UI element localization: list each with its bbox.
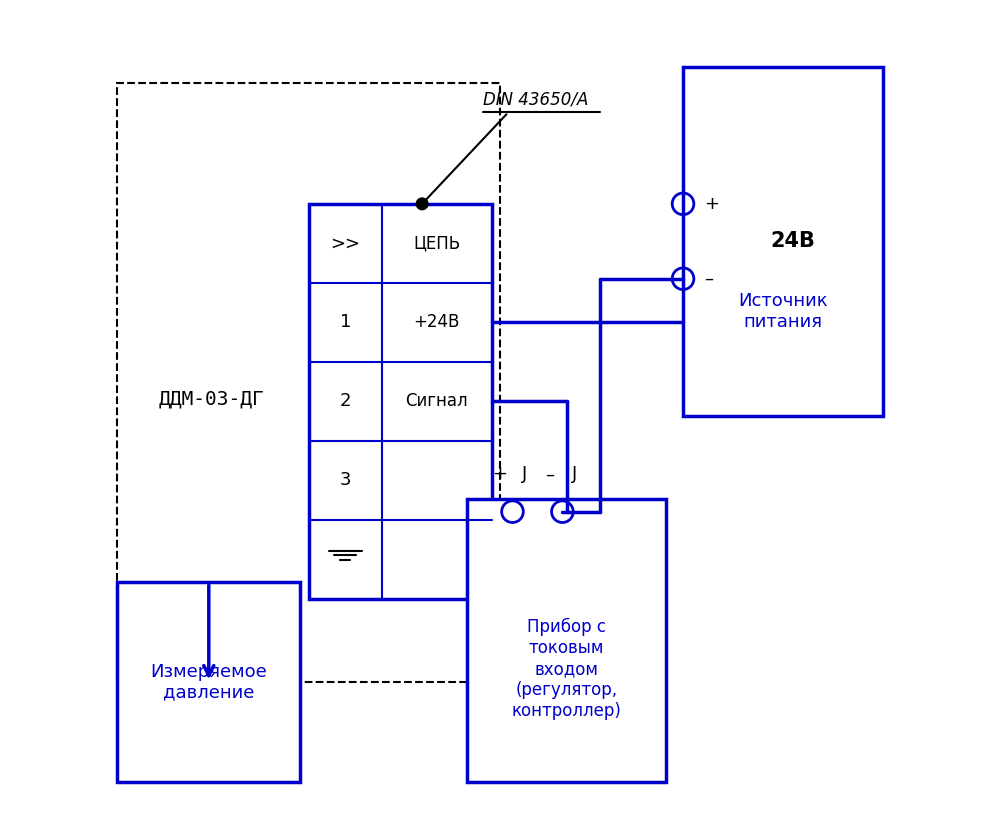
Circle shape [416,198,428,210]
Text: ЦЕПЬ: ЦЕПЬ [413,235,460,252]
Text: Источник
питания: Источник питания [738,292,828,330]
FancyBboxPatch shape [309,204,492,599]
Text: J: J [522,465,528,483]
Text: 24В: 24В [770,231,815,251]
Text: +: + [704,195,719,213]
Text: 3: 3 [339,472,351,489]
Text: –: – [545,465,554,483]
Text: Измеряемое
давление: Измеряемое давление [150,663,267,701]
Text: DIN 43650/A: DIN 43650/A [483,91,589,109]
Text: –: – [704,270,713,288]
Text: 1: 1 [340,314,351,331]
Text: Прибор с
токовым
входом
(регулятор,
контроллер): Прибор с токовым входом (регулятор, конт… [512,618,621,720]
Text: +: + [492,465,507,483]
Text: 2: 2 [339,393,351,410]
Text: +24В: +24В [414,314,460,331]
Text: J: J [572,465,578,483]
FancyBboxPatch shape [117,582,300,782]
Text: ДДМ-03-ДГ: ДДМ-03-ДГ [159,390,265,409]
FancyBboxPatch shape [467,499,666,782]
Text: Сигнал: Сигнал [405,393,468,410]
FancyBboxPatch shape [683,67,883,416]
Bar [117,83,500,682]
Text: >>: >> [330,235,360,252]
